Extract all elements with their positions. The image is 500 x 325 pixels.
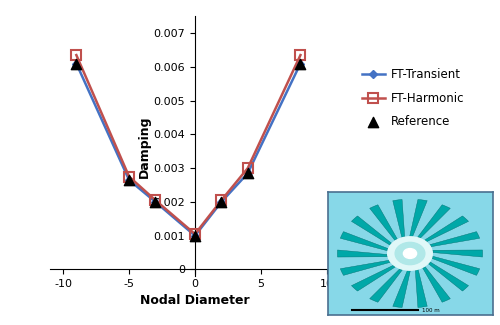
- Polygon shape: [338, 250, 388, 257]
- Reference: [72, 61, 80, 66]
- Circle shape: [395, 242, 425, 265]
- FT-Transient: [74, 61, 80, 65]
- Polygon shape: [370, 269, 402, 302]
- Polygon shape: [410, 200, 427, 236]
- FT-Harmonic: [126, 175, 132, 179]
- Polygon shape: [424, 216, 469, 242]
- Reference: [152, 199, 160, 204]
- Polygon shape: [340, 232, 388, 251]
- Polygon shape: [432, 250, 482, 257]
- Polygon shape: [393, 200, 404, 237]
- X-axis label: Nodal Diameter: Nodal Diameter: [140, 294, 250, 307]
- FT-Transient: [298, 61, 304, 65]
- Polygon shape: [352, 265, 396, 291]
- Polygon shape: [393, 271, 410, 307]
- Polygon shape: [352, 216, 392, 245]
- FT-Transient: [152, 200, 158, 204]
- FT-Harmonic: [74, 53, 80, 57]
- Circle shape: [388, 237, 432, 270]
- Polygon shape: [432, 256, 480, 275]
- FT-Transient: [126, 178, 132, 182]
- Polygon shape: [430, 232, 480, 247]
- Polygon shape: [428, 262, 469, 291]
- Reference: [244, 171, 252, 176]
- Line: FT-Harmonic: FT-Harmonic: [72, 50, 306, 239]
- Polygon shape: [422, 266, 450, 302]
- FT-Transient: [244, 171, 250, 175]
- Y-axis label: Damping: Damping: [138, 115, 151, 177]
- Circle shape: [404, 249, 416, 258]
- Polygon shape: [370, 205, 398, 240]
- FT-Harmonic: [192, 232, 198, 236]
- FT-Harmonic: [152, 198, 158, 202]
- Reference: [296, 61, 304, 66]
- Line: FT-Transient: FT-Transient: [73, 60, 304, 239]
- Polygon shape: [340, 260, 390, 275]
- Reference: [125, 177, 133, 183]
- FT-Transient: [192, 234, 198, 238]
- Polygon shape: [416, 270, 427, 307]
- Reference: [191, 233, 199, 238]
- FT-Harmonic: [298, 53, 304, 57]
- Text: 100 m: 100 m: [422, 308, 440, 313]
- Legend: FT-Transient, FT-Harmonic, Reference: FT-Transient, FT-Harmonic, Reference: [354, 61, 472, 136]
- FT-Harmonic: [244, 166, 250, 170]
- FT-Transient: [218, 200, 224, 204]
- Reference: [218, 199, 226, 204]
- FT-Harmonic: [218, 198, 224, 202]
- Polygon shape: [418, 205, 450, 238]
